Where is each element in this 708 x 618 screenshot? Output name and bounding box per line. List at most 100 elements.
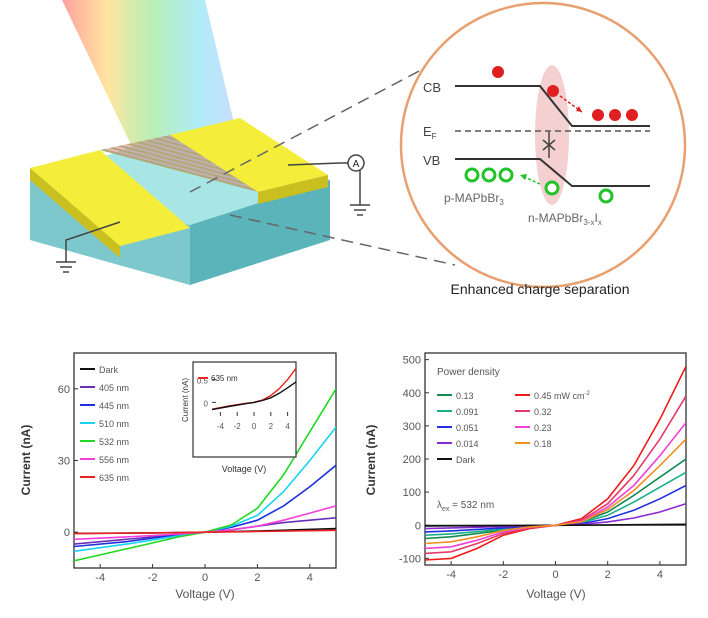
inset-frame	[192, 361, 297, 458]
ground-left-icon	[56, 261, 76, 273]
left-electrode-side	[30, 168, 120, 258]
chart-b-ytick-label: 0	[415, 520, 421, 532]
chart-a-xtick-label: 0	[202, 572, 208, 584]
inset-series-line	[212, 381, 296, 411]
zoom-line-bottom	[229, 214, 456, 266]
legend-label: 0.32	[534, 407, 552, 417]
legend-label: 0.051	[456, 423, 479, 433]
inset-ytick-label: 0	[204, 399, 209, 408]
electron-icon	[609, 109, 621, 121]
chart-a-series-line	[74, 529, 336, 535]
chart-a-series-line	[74, 426, 336, 553]
right-electrode-side	[258, 175, 328, 204]
circuit-wire-left	[65, 221, 121, 262]
hole-arrow-head	[520, 174, 527, 180]
chart-a-xtick-label: 2	[254, 572, 260, 584]
electron-icon	[547, 85, 559, 97]
valence-band	[455, 158, 650, 187]
chart-b-xtick-label: 2	[605, 569, 611, 581]
inset-xtick-label: -4	[217, 422, 225, 431]
legend-label: 556 nm	[99, 455, 129, 465]
chart-b-ytick-label: 100	[403, 487, 421, 499]
ef-label: EF	[423, 124, 437, 141]
legend-label: 0.091	[456, 407, 479, 417]
legend-label: 0.23	[534, 423, 552, 433]
chart-b-series-line	[425, 438, 686, 545]
hole-particles	[464, 167, 614, 204]
chart-a-ytick-label: 60	[58, 384, 70, 396]
chart-a-series-line	[74, 505, 336, 541]
chart-a-inset: -4 -2 0 2 4 0 0.5 635 nm Voltage (V) Current (…	[181, 361, 297, 474]
chart-a-ytick-label: 0	[64, 527, 70, 539]
zoom-line-top	[189, 59, 441, 193]
legend-label: 0.18	[534, 439, 552, 449]
p-type-label: p-MAPbBr3	[444, 191, 504, 207]
green-stripe	[100, 148, 263, 192]
electron-icon	[592, 109, 604, 121]
green-stripe	[108, 147, 272, 191]
barrier-cross-icon	[542, 132, 556, 158]
chart-b-legend-title: Power density	[437, 367, 500, 378]
inset-ytick-label: 0.5	[197, 377, 209, 386]
cb-label: CB	[423, 80, 441, 95]
chart-a-series-line	[74, 388, 336, 562]
legend-label: 0.014	[456, 439, 479, 449]
legend-label: 635 nm	[99, 473, 129, 483]
chart-a-xtick-label: -4	[95, 572, 105, 584]
chart-b-annotation: λex = 532 nm	[437, 500, 494, 513]
chart-b-legend: 0.13 0.091 0.051 0.014 Dark 0.45 mW cm-2 0.32 0…	[437, 391, 591, 465]
legend-label: 510 nm	[99, 419, 129, 429]
hole-icon	[464, 167, 480, 183]
inset-xtick-label: 0	[252, 422, 257, 431]
electron-arrow-head	[576, 106, 582, 112]
legend-label: 532 nm	[99, 437, 129, 447]
legend-label: 445 nm	[99, 401, 129, 411]
legend-label: Dark	[99, 365, 119, 375]
chart-b-ytick-label: 400	[403, 388, 421, 400]
chart-b-xlabel: Voltage (V)	[526, 587, 585, 601]
conduction-band	[455, 85, 650, 127]
chart-a-xlabel: Voltage (V)	[175, 587, 234, 601]
chart-wavelength: -4 -2 0 2 4 0 30 60 Voltage (V) Current (nA) Da…	[19, 352, 337, 601]
chart-b-ytick-label: 300	[403, 421, 421, 433]
chart-a-xtick-label: -2	[148, 572, 158, 584]
chart-a-ylabel: Current (nA)	[19, 425, 33, 496]
left-electrode-top	[30, 150, 190, 246]
chart-a-legend: Dark 405 nm 445 nm 510 nm 532 nm 556 nm 635 nm	[80, 365, 129, 483]
chart-b-xtick-label: -2	[498, 569, 508, 581]
legend-label: 0.45 mW cm-2	[534, 391, 591, 401]
ground-right-icon	[350, 204, 370, 216]
chart-a-ytick-label: 30	[58, 456, 70, 468]
inset-xtick-label: -2	[234, 422, 242, 431]
legend-label: 0.13	[456, 391, 474, 401]
junction-region	[535, 65, 569, 205]
ammeter-icon	[347, 154, 365, 172]
substrate-right-face	[190, 180, 330, 285]
ammeter-symbol: A	[353, 159, 360, 170]
chart-b-ytick-label: 500	[403, 355, 421, 367]
chart-b-xtick-label: 4	[657, 569, 663, 581]
band-caption: Enhanced charge separation	[450, 281, 629, 297]
legend-label: Dark	[456, 455, 476, 465]
hole-icon	[481, 167, 497, 183]
chart-b-ytick-label: 200	[403, 454, 421, 466]
chart-b-xtick-label: 0	[552, 569, 558, 581]
chart-b-xtick-label: -4	[446, 569, 456, 581]
n-type-label: n-MAPbBr3-xIx	[528, 211, 602, 227]
inset-legend-label: 635 nm	[211, 374, 238, 383]
hole-icon	[544, 180, 560, 196]
inset-xlabel: Voltage (V)	[222, 464, 267, 474]
chart-b-ylabel: Current (nA)	[364, 425, 378, 496]
band-diagram: CB EF VB p-MAPbBr3 n-MAPbBr3-xIx Enhan	[399, 1, 687, 297]
legend-label: 405 nm	[99, 383, 129, 393]
inset-xtick-label: 2	[269, 422, 274, 431]
inset-ylabel: Current (nA)	[181, 378, 190, 422]
electron-icon	[626, 109, 638, 121]
electron-particles	[492, 66, 638, 121]
vb-label: VB	[423, 153, 440, 168]
chart-a-series-line	[74, 464, 336, 548]
hole-icon	[498, 167, 514, 183]
hole-icon	[598, 188, 614, 204]
electron-icon	[492, 66, 504, 78]
